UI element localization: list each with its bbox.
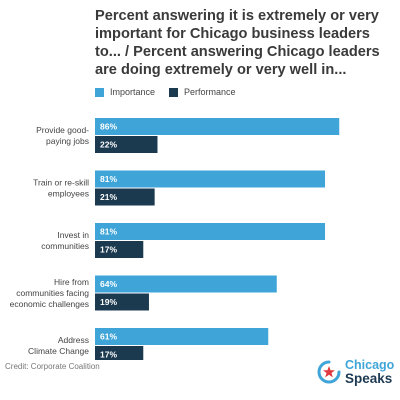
bar-importance [95,328,269,345]
category-label: Invest in communities [41,230,89,251]
bar-importance [95,223,326,240]
category-label-line: economic challenges [10,299,89,309]
data-label-performance: 21% [100,192,117,202]
bar-performance [95,293,149,311]
logo-mark-icon [317,360,341,384]
bar-performance [95,241,144,258]
category-label-line: communities [41,241,89,251]
data-label-performance: 19% [100,297,117,307]
bar-performance [95,136,158,153]
category-label: Hire from communities facing economic chal… [10,277,90,309]
red-star-icon [323,366,335,378]
bar-importance [95,170,326,188]
category-label-line: communities facing [16,288,89,298]
data-label-importance: 81% [100,227,117,237]
data-label-performance: 17% [100,245,117,255]
bar-importance [95,275,277,293]
data-label-performance: 17% [100,350,117,360]
category-label: Train or re-skill employees [33,178,89,199]
legend-swatch-importance [95,87,104,97]
category-label-line: Climate Change [28,346,89,356]
chicago-speaks-logo: Chicago Speaks [316,359,394,385]
bar-importance [95,118,340,135]
category-label-line: paying jobs [46,136,89,146]
legend-label-importance: Importance [110,87,156,97]
data-label-performance: 22% [100,140,117,150]
chart-title: Percent answering it is extremely or ver… [95,8,380,78]
data-label-importance: 64% [100,279,117,289]
category-label-line: Address [58,335,89,345]
category-label: Address Climate Change [28,335,89,356]
category-label-line: Provide good- [36,125,89,135]
logo-text: Chicago Speaks [345,358,395,386]
data-label-importance: 81% [100,174,117,184]
category-label: Provide good-paying jobs [36,125,89,146]
category-label-line: Invest in [57,230,89,240]
legend-label-performance: Performance [184,87,236,97]
category-label-line: Hire from [54,277,89,287]
chart-legend: Importance Performance [95,87,250,97]
logo-line-1: Chicago [345,358,395,372]
bar-performance [95,188,155,206]
credit-text: Credit: Corporate Coalition [5,362,100,371]
category-label-line: Train or re-skill [33,178,89,188]
bar-chart: Provide good-paying jobs 86% 22% Train or r… [10,118,340,360]
category-label-line: employees [48,189,89,199]
legend-item-importance: Importance [95,87,155,97]
legend-swatch-performance [169,87,179,97]
data-label-importance: 61% [100,332,117,342]
data-label-importance: 86% [100,122,117,132]
bar-performance [95,346,144,360]
logo-line-2: Speaks [345,371,393,386]
legend-item-performance: Performance [169,87,236,97]
